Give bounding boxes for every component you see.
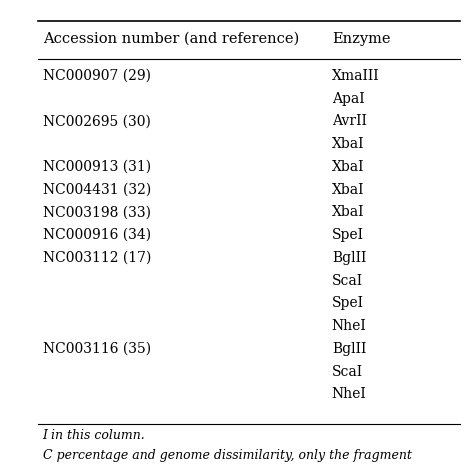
Text: Enzyme: Enzyme [332,32,390,46]
Text: NC003112 (17): NC003112 (17) [43,251,151,265]
Text: XbaI: XbaI [332,137,365,151]
Text: I in this column.: I in this column. [43,428,146,442]
Text: C percentage and genome dissimilarity, only the fragment: C percentage and genome dissimilarity, o… [43,448,411,462]
Text: NC000907 (29): NC000907 (29) [43,69,151,83]
Text: XbaI: XbaI [332,182,365,197]
Text: Accession number (and reference): Accession number (and reference) [43,32,299,46]
Text: NC003198 (33): NC003198 (33) [43,205,151,219]
Text: ApaI: ApaI [332,91,365,106]
Text: ScaI: ScaI [332,273,363,288]
Text: NheI: NheI [332,387,366,401]
Text: NC000916 (34): NC000916 (34) [43,228,151,242]
Text: BglII: BglII [332,342,366,356]
Text: ScaI: ScaI [332,365,363,379]
Text: AvrII: AvrII [332,114,367,128]
Text: NC003116 (35): NC003116 (35) [43,342,151,356]
Text: SpeI: SpeI [332,228,364,242]
Text: XbaI: XbaI [332,205,365,219]
Text: NC002695 (30): NC002695 (30) [43,114,151,128]
Text: NC000913 (31): NC000913 (31) [43,160,151,174]
Text: XmaIII: XmaIII [332,69,379,83]
Text: SpeI: SpeI [332,296,364,310]
Text: NheI: NheI [332,319,366,333]
Text: NC004431 (32): NC004431 (32) [43,182,151,197]
Text: BglII: BglII [332,251,366,265]
Text: XbaI: XbaI [332,160,365,174]
